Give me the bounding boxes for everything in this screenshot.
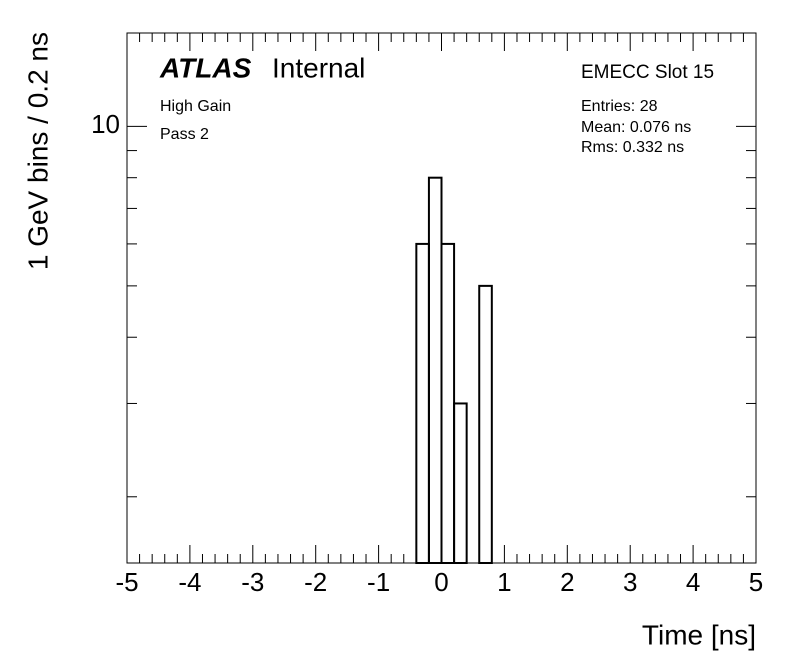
- x-tick-label: -5: [115, 567, 138, 597]
- x-tick-label: -1: [367, 567, 390, 597]
- y-axis-title: 1 GeV bins / 0.2 ns: [22, 32, 53, 270]
- histogram-bar: [427, 176, 443, 564]
- slot-label: EMECC Slot 15: [581, 62, 714, 83]
- x-tick-label: 3: [623, 567, 637, 597]
- x-tick-label: 0: [434, 567, 448, 597]
- rms-label: Rms: 0.332 ns: [581, 139, 684, 156]
- x-tick-label: 4: [686, 567, 700, 597]
- x-tick-label: 5: [749, 567, 763, 597]
- mean-label: Mean: 0.076 ns: [581, 119, 691, 136]
- pass-label: Pass 2: [160, 126, 209, 143]
- x-tick-label: -4: [178, 567, 201, 597]
- status-label: Internal: [272, 52, 365, 83]
- experiment-label: ATLAS: [159, 52, 252, 83]
- x-tick-label: -2: [304, 567, 327, 597]
- histogram-bar: [415, 242, 430, 564]
- x-tick-label: -3: [241, 567, 264, 597]
- histogram-bar: [440, 242, 456, 564]
- histogram-bar: [478, 284, 493, 564]
- x-axis-title: Time [ns]: [642, 619, 756, 650]
- gain-label: High Gain: [160, 98, 231, 115]
- entries-label: Entries: 28: [581, 98, 658, 115]
- histogram-bar: [453, 402, 468, 564]
- x-tick-label: 2: [560, 567, 574, 597]
- y-tick-label: 10: [91, 109, 120, 139]
- x-tick-label: 1: [497, 567, 511, 597]
